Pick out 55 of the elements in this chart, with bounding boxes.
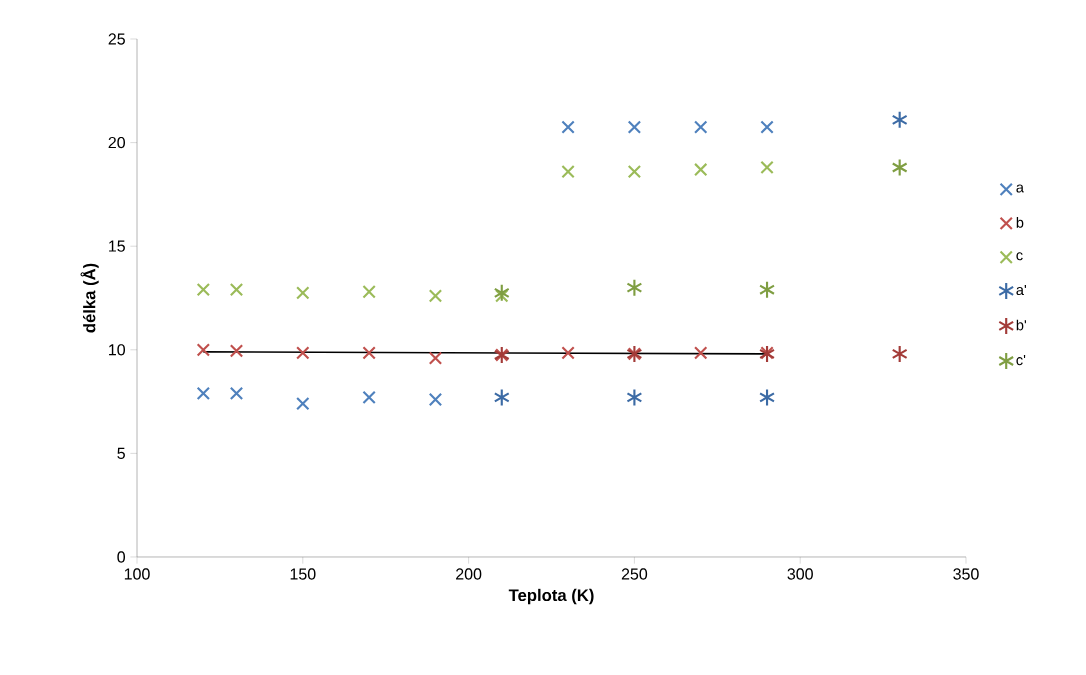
point: [891, 110, 908, 129]
point: [760, 120, 774, 134]
point: [229, 386, 244, 401]
x-tick-label: 250: [621, 568, 648, 580]
point: [561, 120, 575, 134]
point: [428, 351, 443, 365]
point: [196, 282, 211, 297]
point: [627, 164, 642, 179]
point: [561, 164, 575, 179]
point: [196, 386, 211, 401]
y-tick-label: 25: [108, 33, 125, 45]
x-axis-title: Teplota (K): [508, 588, 594, 605]
point: [362, 285, 376, 299]
point: [229, 282, 244, 297]
legend-label: a': [1016, 284, 1027, 296]
point: [759, 388, 776, 407]
y-axis-title: délka (Å): [80, 263, 99, 333]
y-tick-label: 20: [108, 136, 126, 149]
legend-label: b: [1016, 217, 1024, 228]
point: [891, 158, 908, 177]
legend-label: a: [1016, 184, 1024, 193]
point: [362, 346, 376, 360]
point: [296, 396, 310, 411]
y-tick-label: 0: [117, 551, 126, 563]
point: [891, 344, 908, 363]
y-tick-label: 15: [109, 240, 125, 252]
x-tick-label: 200: [456, 568, 482, 580]
y-tick-label: 10: [109, 344, 126, 356]
point: [693, 346, 708, 360]
point: [362, 390, 376, 405]
point: [495, 289, 509, 303]
x-tick-label: 350: [953, 568, 979, 580]
point: [626, 278, 643, 297]
point: [693, 162, 708, 177]
point: [561, 346, 575, 360]
point: [626, 388, 643, 407]
y-tick-label: 5: [117, 447, 125, 459]
point: [760, 160, 774, 175]
legend-label: b': [1016, 319, 1027, 331]
point: [493, 283, 510, 302]
point: [196, 343, 211, 357]
point: [759, 280, 776, 299]
point: [296, 346, 310, 360]
point: [693, 120, 708, 134]
point: [428, 392, 443, 407]
point: [493, 388, 510, 407]
point: [296, 286, 310, 300]
legend-label: c: [1016, 252, 1023, 261]
point: [428, 289, 443, 303]
point: [229, 344, 244, 358]
x-tick-label: 300: [787, 568, 813, 580]
x-tick-label: 150: [290, 568, 316, 580]
point: [627, 120, 642, 134]
legend-label: c': [1016, 354, 1026, 366]
x-tick-label: 100: [124, 568, 150, 580]
